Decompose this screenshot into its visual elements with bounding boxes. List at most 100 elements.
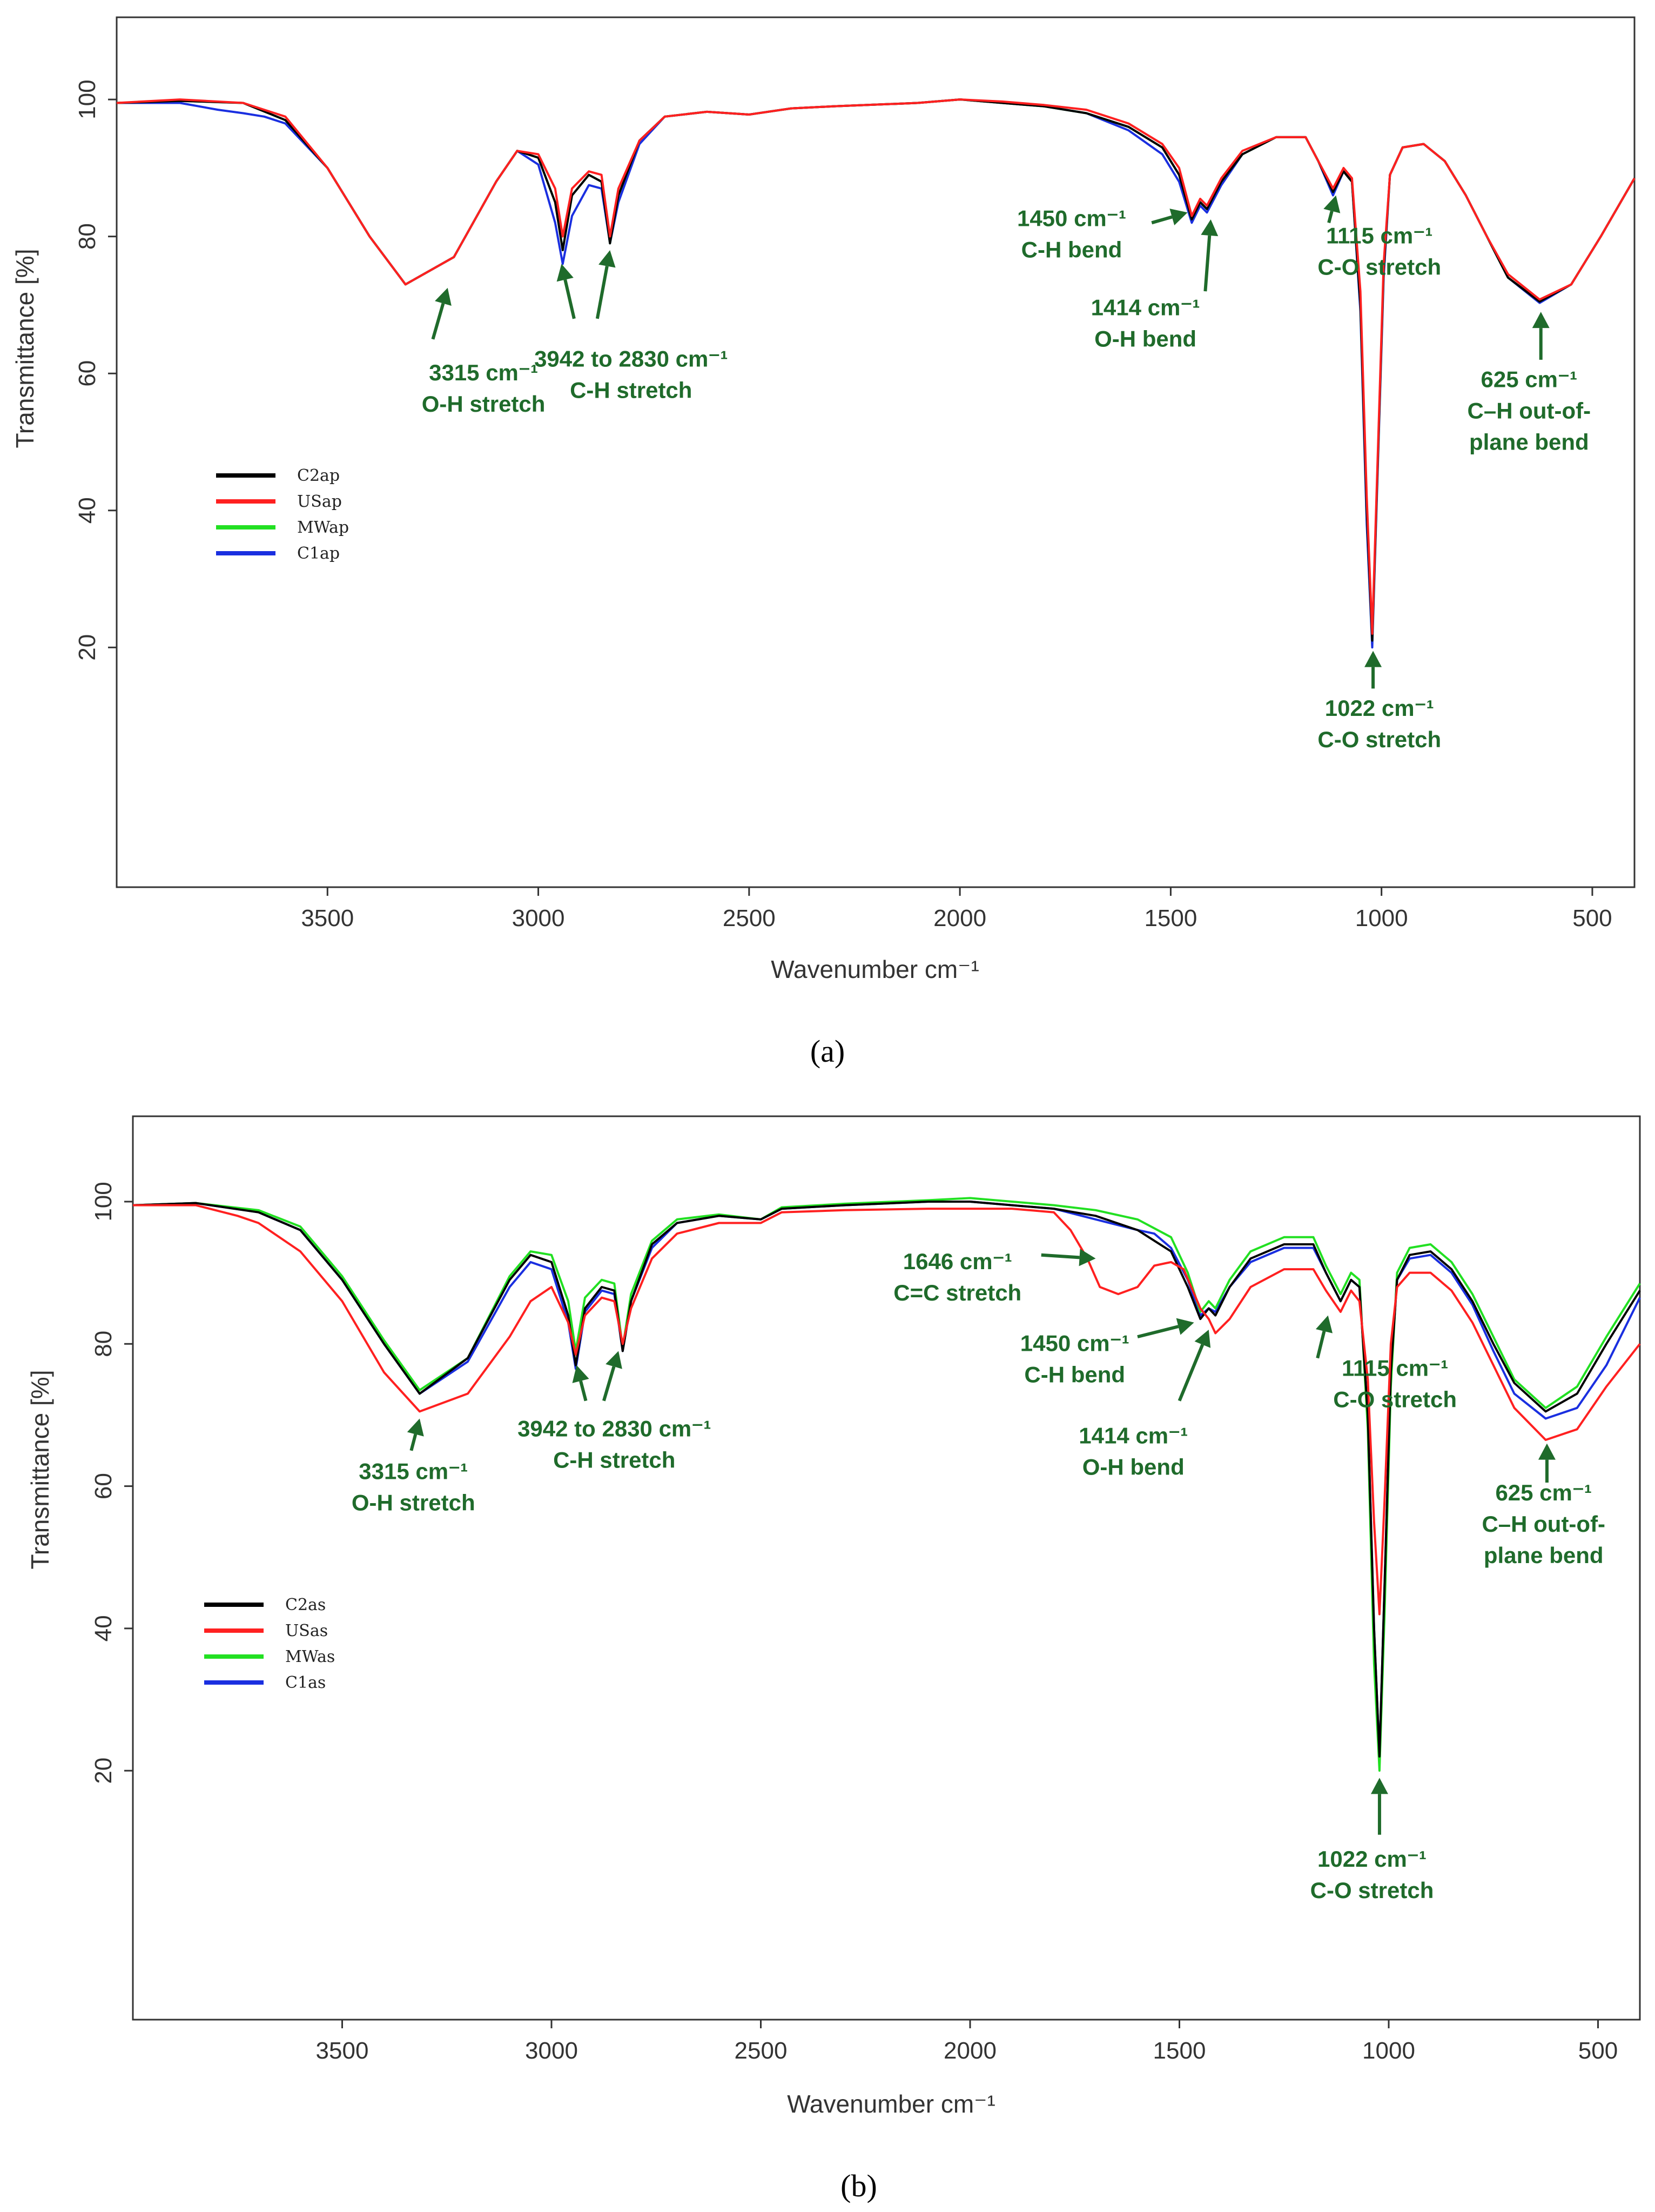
x-tick-label-b-5: 1000 [1362,2037,1415,2064]
annotation-text-b-4-1: O-H bend [1082,1454,1185,1480]
x-tick-label-b-0: 3500 [316,2037,369,2064]
annotation-arrow-a-1-0 [563,279,576,319]
annotation-arrowhead-a-4-0 [1323,195,1341,213]
annotation-text-a-1-0: 3942 to 2830 cm⁻¹ [534,346,728,372]
annotation-a-2: 1450 cm⁻¹ C-H bend [1017,206,1188,263]
annotation-text-a-3-0: 1414 cm⁻¹ [1091,294,1200,320]
annotation-arrowhead-b-3-0 [1176,1318,1194,1335]
annotation-arrowhead-b-0-0 [407,1418,424,1437]
legend-label-usap: USap [297,492,342,511]
annotation-text-b-3-0: 1450 cm⁻¹ [1020,1330,1129,1356]
spectra-a [116,98,1636,649]
series-line-c2as [132,1201,1641,1758]
annotation-text-a-3-1: O-H bend [1094,326,1196,351]
x-tick-label-a-4: 1500 [1144,905,1197,931]
annotation-text-b-6-1: C–H out-of- [1482,1511,1605,1537]
annotation-text-b-6-0: 625 cm⁻¹ [1495,1480,1592,1505]
annotation-arrow-b-0-0 [409,1433,418,1451]
legend-label-mwas: MWas [285,1647,335,1666]
legend-label-c2as: C2as [285,1596,326,1614]
annotation-b-6: 625 cm⁻¹ C–H out-of-plane bend [1482,1443,1605,1568]
y-tick-label-b-1: 40 [90,1615,117,1641]
annotation-b-0: 3315 cm⁻¹ O-H stretch [352,1418,475,1515]
legend-label-c1ap: C1ap [297,544,340,563]
peak-annotations-a: 3315 cm⁻¹ O-H stretch 3942 to 2830 cm⁻¹ C-H… [422,195,1591,752]
annotation-a-5: 625 cm⁻¹ C–H out-of-plane bend [1468,312,1591,455]
annotation-a-3: 1414 cm⁻¹ O-H bend [1091,219,1219,351]
annotation-arrowhead-a-5-0 [1532,312,1550,329]
x-tick-label-a-1: 3000 [512,905,565,931]
annotation-arrowhead-a-1-1 [598,250,616,268]
x-axis-label-b: Wavenumber cm⁻¹ [787,2090,995,2118]
annotation-arrow-a-3-0 [1203,235,1212,292]
annotation-arrowhead-b-6-0 [1538,1443,1556,1460]
x-tick-label-a-0: 3500 [301,905,354,931]
x-tick-label-a-5: 1000 [1355,905,1408,931]
annotation-b-2: 1646 cm⁻¹ C=C stretch [893,1249,1096,1305]
y-tick-label-b-3: 80 [90,1331,117,1357]
panel-a: 3500 3000 2500 2000 1500 1000 500 20 40 60 80 100 3… [11,16,1636,1069]
annotation-b-1: 3942 to 2830 cm⁻¹ C-H stretch [517,1351,711,1472]
plot-frame-b [132,1115,1641,2021]
annotation-text-b-0-1: O-H stretch [352,1490,475,1515]
legend-b: C2as USas MWas C1as [204,1596,335,1692]
annotation-arrow-a-1-1 [595,265,609,319]
annotation-arrowhead-a-1-0 [556,264,574,282]
annotation-text-b-0-0: 3315 cm⁻¹ [359,1458,468,1484]
annotation-text-a-5-0: 625 cm⁻¹ [1481,367,1578,392]
annotation-text-a-2-1: C-H bend [1021,237,1122,263]
x-tick-label-b-2: 2500 [735,2037,788,2064]
annotation-arrowhead-a-3-0 [1201,219,1219,237]
annotation-b-4: 1414 cm⁻¹ O-H bend [1079,1329,1211,1480]
x-tick-label-b-1: 3000 [525,2037,578,2064]
annotation-text-a-0-1: O-H stretch [422,391,546,417]
legend-label-c1as: C1as [285,1673,326,1692]
annotation-text-b-7-0: 1022 cm⁻¹ [1317,1846,1427,1872]
y-tick-label-b-4: 100 [90,1182,117,1221]
x-tick-label-a-3: 2000 [933,905,986,931]
annotation-arrow-a-4-0 [1327,210,1334,224]
axes-b: 3500 3000 2500 2000 1500 1000 500 20 40 60 80 100 [90,1182,1618,2064]
annotation-text-a-4-0: 1115 cm⁻¹ [1326,223,1432,248]
annotation-arrow-b-3-0 [1137,1325,1179,1339]
legend-label-c2ap: C2ap [297,466,340,485]
annotation-arrow-b-2-0 [1041,1253,1080,1259]
annotation-arrow-b-1-0 [579,1380,588,1402]
x-tick-label-b-6: 500 [1578,2037,1618,2064]
annotation-arrowhead-a-2-0 [1169,209,1188,225]
x-tick-label-b-3: 2000 [944,2037,997,2064]
panel-b: 3500 3000 2500 2000 1500 1000 500 20 40 60 80 100 3… [26,1115,1641,2203]
annotation-a-1: 3942 to 2830 cm⁻¹ C-H stretch [534,250,728,403]
annotation-text-b-2-1: C=C stretch [893,1280,1021,1305]
plot-frame-a [116,16,1636,888]
annotation-text-b-4-0: 1414 cm⁻¹ [1079,1423,1188,1449]
series-line-usas [133,1204,1641,1616]
y-tick-label-a-3: 80 [74,223,100,250]
annotation-arrowhead-b-5-0 [1315,1315,1333,1333]
spectra-b [132,1197,1641,1772]
annotation-arrow-b-4-0 [1178,1344,1205,1402]
annotation-a-0: 3315 cm⁻¹ O-H stretch [422,287,546,417]
series-line-mwas [132,1197,1641,1772]
legend-label-usas: USas [285,1621,328,1640]
annotation-text-b-3-1: C-H bend [1024,1362,1125,1387]
annotation-text-a-6-1: C-O stretch [1317,727,1441,752]
series-line-usap [116,98,1636,635]
y-tick-label-b-0: 20 [90,1758,117,1784]
axes-a: 3500 3000 2500 2000 1500 1000 500 20 40 60 80 100 [74,79,1612,931]
caption-b: (b) [840,2168,877,2203]
y-tick-label-b-2: 60 [90,1473,117,1499]
annotation-arrowhead-b-2-0 [1079,1249,1096,1266]
annotation-text-b-6-2: plane bend [1484,1543,1604,1568]
annotation-text-b-1-0: 3942 to 2830 cm⁻¹ [517,1416,711,1441]
x-tick-label-b-4: 1500 [1153,2037,1206,2064]
x-axis-label-a: Wavenumber cm⁻¹ [771,955,979,983]
annotation-text-b-7-1: C-O stretch [1310,1878,1434,1903]
annotation-text-a-5-2: plane bend [1469,430,1589,455]
annotation-arrowhead-b-4-0 [1194,1329,1211,1348]
annotation-b-3: 1450 cm⁻¹ C-H bend [1020,1318,1194,1387]
annotation-a-4: 1115 cm⁻¹ C-O stretch [1317,195,1441,279]
annotation-text-b-1-1: C-H stretch [553,1447,675,1472]
annotation-text-a-0-0: 3315 cm⁻¹ [429,360,538,385]
